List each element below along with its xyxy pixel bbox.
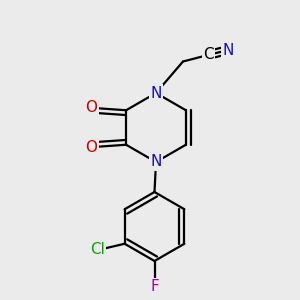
Text: O: O — [85, 140, 98, 155]
Text: N: N — [150, 85, 162, 100]
Text: Cl: Cl — [90, 242, 105, 257]
Text: O: O — [85, 100, 98, 116]
Text: N: N — [222, 43, 234, 58]
Text: F: F — [150, 279, 159, 294]
Text: C: C — [203, 47, 214, 62]
Text: N: N — [150, 154, 162, 169]
